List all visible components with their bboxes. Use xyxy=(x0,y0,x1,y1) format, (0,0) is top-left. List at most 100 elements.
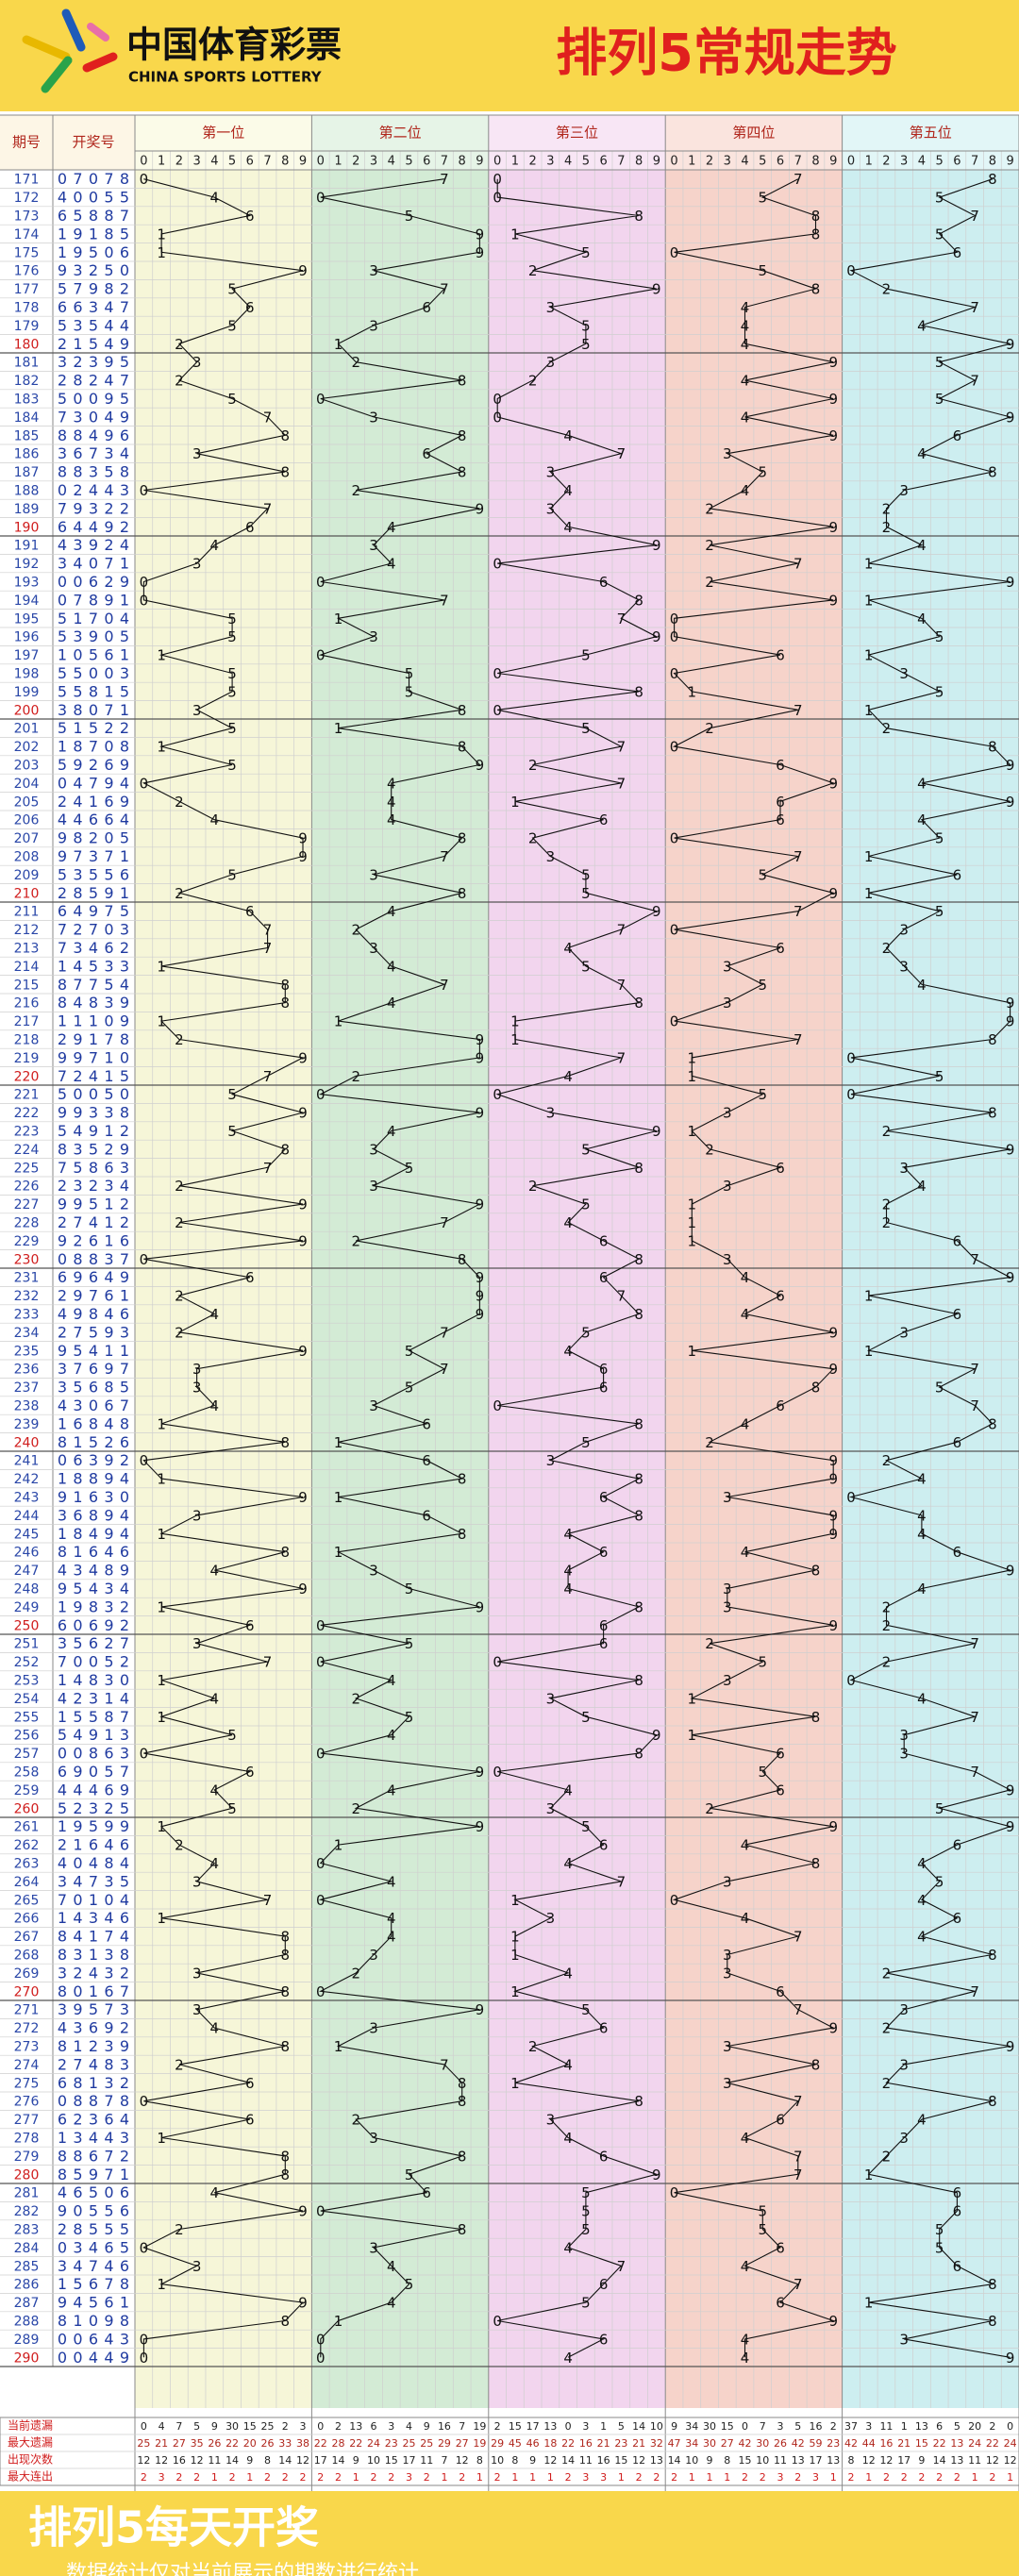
issue: 179 xyxy=(14,319,40,334)
draw-digit: 4 xyxy=(73,1671,82,1689)
draw-digit: 9 xyxy=(104,353,113,371)
trend-digit: 0 xyxy=(493,1086,502,1103)
stats-value: 2 xyxy=(742,2471,748,2484)
stats-value: 15 xyxy=(739,2454,752,2467)
trend-digit: 9 xyxy=(476,1031,485,1048)
draw-digit: 1 xyxy=(104,1122,113,1140)
trend-digit: 6 xyxy=(245,1269,255,1286)
draw-digit: 3 xyxy=(104,2037,113,2055)
draw-digit: 7 xyxy=(73,2055,82,2073)
draw-digit: 8 xyxy=(73,1525,82,1543)
trend-digit: 8 xyxy=(281,1983,291,2000)
trend-digit: 8 xyxy=(988,2093,997,2110)
trend-digit: 4 xyxy=(917,1471,927,1488)
draw-digit: 2 xyxy=(120,1213,129,1231)
draw-digit: 4 xyxy=(104,298,113,316)
digit-header: 2 xyxy=(529,155,537,169)
trend-digit: 4 xyxy=(917,1929,927,1946)
draw-digit: 9 xyxy=(104,591,113,609)
trend-digit: 8 xyxy=(988,1415,997,1432)
issue: 214 xyxy=(14,960,40,975)
draw-digit: 4 xyxy=(73,2294,82,2312)
draw-digit: 1 xyxy=(104,1689,113,1707)
logo-cn: 中国体育彩票 xyxy=(126,25,342,66)
draw-digit: 8 xyxy=(73,829,82,847)
trend-digit: 6 xyxy=(422,445,431,462)
draw-digit: 9 xyxy=(120,1012,129,1030)
stats-value: 13 xyxy=(827,2454,840,2467)
stats-value: 2 xyxy=(370,2471,376,2484)
stats-value: 8 xyxy=(724,2454,730,2467)
draw-digit: 3 xyxy=(104,1104,113,1122)
draw-digit: 9 xyxy=(58,1196,67,1213)
stats-value: 26 xyxy=(774,2437,787,2450)
draw-digit: 3 xyxy=(104,1488,113,1506)
draw-digit: 7 xyxy=(104,701,113,719)
trend-digit: 6 xyxy=(776,1746,785,1763)
stats-value: 7 xyxy=(760,2420,766,2433)
draw-digit: 7 xyxy=(58,408,67,426)
stats-value: 7 xyxy=(441,2454,447,2467)
draw-digit: 3 xyxy=(104,444,113,462)
draw-digit: 4 xyxy=(89,1854,98,1872)
draw-digit: 7 xyxy=(89,2257,98,2275)
stats-value: 30 xyxy=(703,2437,716,2450)
issue: 224 xyxy=(14,1143,40,1158)
trend-digit: 1 xyxy=(157,2276,166,2293)
draw-digit: 3 xyxy=(73,1177,82,1195)
draw-digit: 5 xyxy=(120,1067,129,1085)
stats-value: 2 xyxy=(141,2471,147,2484)
draw-digit: 7 xyxy=(104,2275,113,2293)
trend-digit: 9 xyxy=(298,848,308,865)
draw-digit: 5 xyxy=(73,2166,82,2183)
draw-digit: 4 xyxy=(120,1506,129,1524)
draw-digit: 1 xyxy=(58,1909,67,1927)
draw-digit: 6 xyxy=(104,646,113,664)
draw-digit: 9 xyxy=(120,408,129,426)
issue: 259 xyxy=(14,1783,40,1798)
trend-digit: 5 xyxy=(758,1764,767,1781)
draw-digit: 5 xyxy=(120,902,129,920)
trend-digit: 1 xyxy=(510,226,520,243)
trend-digit: 4 xyxy=(917,811,927,828)
trend-digit: 6 xyxy=(245,299,255,316)
draw-digit: 8 xyxy=(89,1506,98,1524)
trend-digit: 9 xyxy=(298,830,308,847)
stats-value: 18 xyxy=(543,2437,557,2450)
draw-digit: 5 xyxy=(89,1140,98,1158)
draw-digit: 5 xyxy=(89,1708,98,1726)
trend-digit: 2 xyxy=(882,1654,892,1671)
draw-digit: 0 xyxy=(104,2183,113,2201)
issue: 227 xyxy=(14,1197,40,1213)
draw-digit: 1 xyxy=(58,1671,67,1689)
draw-digit: 1 xyxy=(73,719,82,737)
stats-value: 3 xyxy=(300,2420,307,2433)
trend-digit: 9 xyxy=(1006,2038,1015,2055)
digit-header: 0 xyxy=(670,155,677,169)
draw-digit: 3 xyxy=(58,2257,67,2275)
draw-digit: 7 xyxy=(120,1982,129,2000)
issue: 283 xyxy=(14,2223,40,2238)
draw-digit: 3 xyxy=(89,2111,98,2129)
position-header: 第五位 xyxy=(910,125,952,142)
draw-digit: 4 xyxy=(58,1397,67,1414)
draw-digit: 7 xyxy=(89,610,98,627)
draw-digit: 5 xyxy=(104,463,113,481)
trend-digit: 6 xyxy=(422,1452,431,1469)
draw-digit: 4 xyxy=(89,1067,98,1085)
draw-digit: 5 xyxy=(73,682,82,700)
trend-digit: 3 xyxy=(899,482,909,499)
trend-digit: 4 xyxy=(741,2130,750,2147)
draw-digit: 8 xyxy=(89,682,98,700)
draw-digit: 6 xyxy=(89,573,98,591)
draw-digit: 3 xyxy=(104,1946,113,1964)
draw-digit: 4 xyxy=(104,372,113,390)
draw-digit: 3 xyxy=(58,1964,67,1982)
draw-digit: 8 xyxy=(120,1946,129,1964)
stats-value: 2 xyxy=(264,2471,271,2484)
stats-value: 12 xyxy=(137,2454,150,2467)
draw-digit: 3 xyxy=(73,939,82,957)
draw-digit: 2 xyxy=(120,1653,129,1671)
issue: 280 xyxy=(14,2167,40,2183)
trend-digit: 6 xyxy=(776,2295,785,2312)
